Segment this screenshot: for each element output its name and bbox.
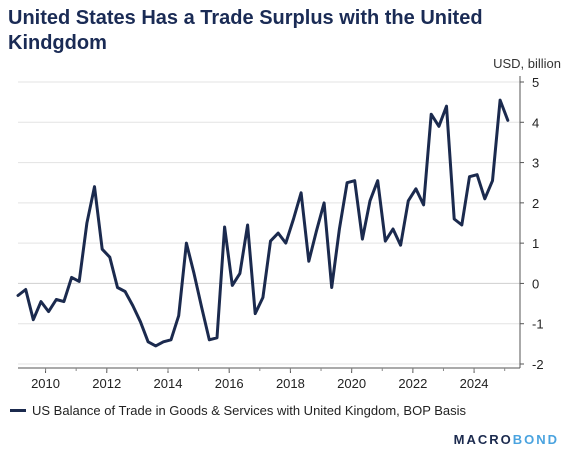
y-tick-label: 5 <box>532 75 539 90</box>
x-tick-label: 2018 <box>276 376 305 391</box>
gridlines <box>18 81 520 365</box>
axes <box>18 76 524 373</box>
y-tick-label: -2 <box>532 357 544 372</box>
logo-text-1: MACRO <box>453 432 513 447</box>
y-tick-label: 0 <box>532 276 539 291</box>
macrobond-logo: MACROBOND <box>454 432 559 447</box>
y-tick-label: 1 <box>532 236 539 251</box>
x-tick-label: 2022 <box>398 376 427 391</box>
legend: US Balance of Trade in Goods & Services … <box>10 403 466 418</box>
x-tick-label: 2010 <box>31 376 60 391</box>
x-tick-label: 2024 <box>460 376 489 391</box>
series-layer <box>16 98 510 348</box>
legend-label: US Balance of Trade in Goods & Services … <box>32 403 467 418</box>
logo-text-2: BOND <box>512 432 559 447</box>
x-tick-label: 2012 <box>92 376 121 391</box>
x-tick-label: 2014 <box>154 376 183 391</box>
x-tick-label: 2020 <box>337 376 366 391</box>
y-tick-label: 2 <box>532 196 539 211</box>
chart-title: United States Has a Trade Surplus with t… <box>8 7 483 54</box>
series-line <box>16 98 510 348</box>
y-axis-tick-labels: -2 -1 0 1 2 3 4 5 <box>532 75 544 372</box>
legend-swatch <box>10 409 26 412</box>
y-tick-label: -1 <box>532 317 544 332</box>
unit-label: USD, billion <box>493 56 561 71</box>
y-tick-label: 3 <box>532 156 539 171</box>
y-tick-label: 4 <box>532 115 539 130</box>
x-axis-tick-labels: 2010 2012 2014 2016 2018 2020 2022 2024 <box>31 376 488 391</box>
x-tick-label: 2016 <box>215 376 244 391</box>
